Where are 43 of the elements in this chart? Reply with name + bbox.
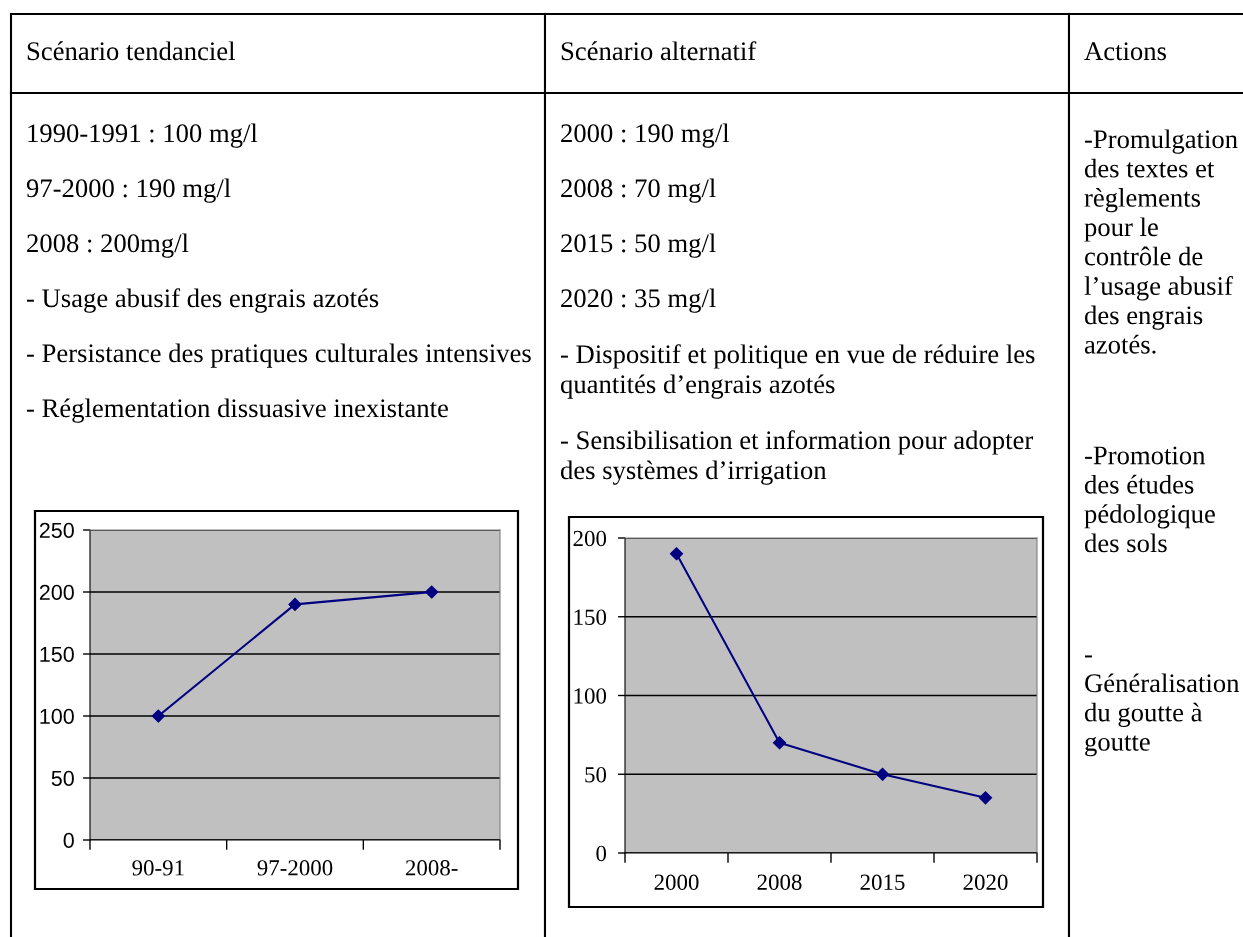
text: 97-2000 : 190 mg/l [26,178,231,203]
x-tick-label: 2015 [860,874,905,890]
y-tick-label: 200 [573,530,607,547]
text: 2000 : 190 mg/l [561,123,730,148]
text: - Réglementation dissuasive inexistante [26,398,448,423]
text: 1990-1991 : 100 mg/l [28,123,258,148]
text: -Promulgation des textes et règlements pour le contrôle de l’usage abusif des engrais azotés. [1084,129,1238,354]
y-tick-label: 100 [574,688,607,704]
point [978,791,993,805]
y-tick-label: 100 [40,708,74,725]
y-tick-label: 150 [40,646,74,663]
text: - Usage abusif des engrais azotés [26,288,379,313]
x-tick-label: 2008 [757,874,802,890]
point [772,736,787,750]
text: - Généralisation du goutte à goutte [1084,655,1240,757]
text: Actions [1084,42,1166,61]
chart-title: Scénario alternatif [561,41,757,61]
y-tick-label: 250 [39,522,74,539]
text: 2020 : 35 mg/l [561,288,716,313]
point [669,547,684,561]
y-tick-label: 50 [585,766,607,783]
y-tick-label: 0 [596,845,607,862]
y-tick-label: 200 [39,584,74,601]
x-tick-label: 2008- [405,860,458,876]
text: 2015 : 50 mg/l [561,233,716,258]
text: - Persistance des pratiques culturales intensives [26,343,531,368]
text: -Promotion des études pédologique des sols [1084,446,1215,553]
point [151,709,165,723]
y-tick-label: 0 [63,832,74,849]
point [875,767,890,781]
text: 2008 : 70 mg/l [561,178,716,203]
point [425,585,439,599]
x-tick-label: 2000 [654,874,699,890]
x-tick-label: 90-91 [132,860,184,876]
text: 2008 : 200mg/l [27,233,189,258]
text: - Dispositif et politique en vue de réduire les quantités d’engrais azotés [560,344,1035,399]
x-tick-label: 97-2000 [257,860,333,876]
point [288,597,302,611]
text: - Sensibilisation et information pour adopter des systèmes d’irrigation [560,430,1034,485]
y-tick-label: 50 [51,770,74,787]
x-tick-label: 2020 [963,874,1008,890]
y-tick-label: 150 [574,609,607,625]
chart-title: Scénario tendanciel [27,41,235,61]
